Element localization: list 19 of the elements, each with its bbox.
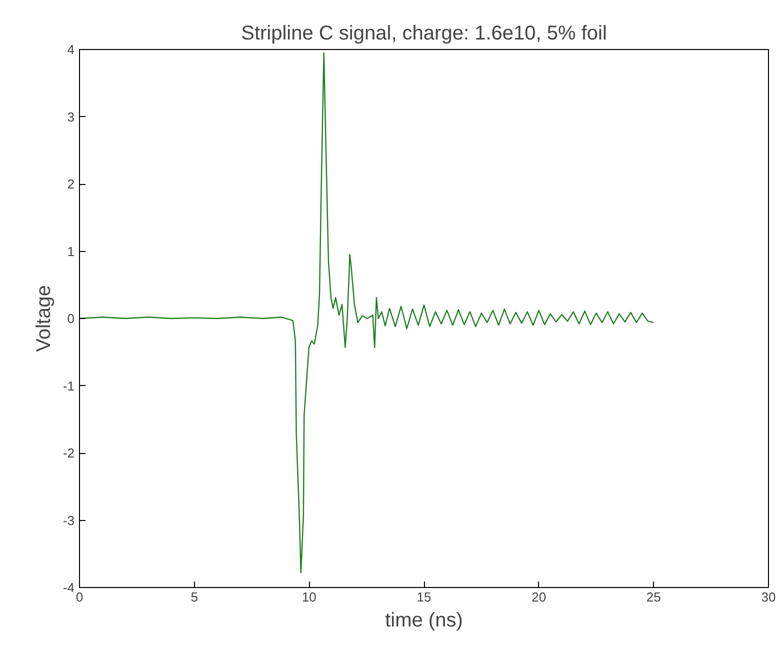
y-tick-label: 3: [67, 109, 75, 124]
y-tick-label: 0: [67, 311, 75, 326]
y-tick-label: 4: [67, 42, 75, 57]
y-tick-label: 1: [67, 244, 75, 259]
x-tick-label: 15: [416, 590, 432, 604]
x-axis-title: time (ns): [385, 610, 463, 632]
chart-title: Stripline C signal, charge: 1.6e10, 5% foil: [241, 22, 607, 44]
y-tick-label: 2: [67, 176, 75, 192]
x-tick-label: 25: [646, 590, 661, 604]
y-tick-label: -3: [62, 512, 75, 528]
y-tick-label: -1: [62, 378, 75, 394]
x-tick-label: 30: [761, 590, 776, 604]
x-tick-label: 20: [532, 590, 546, 604]
y-tick-label: -4: [62, 580, 75, 595]
x-tick-label: 5: [190, 590, 198, 604]
y-axis-title: Voltage: [32, 285, 55, 352]
y-tick-label: -2: [62, 446, 75, 460]
x-tick-label: 10: [302, 590, 316, 604]
line-series: [80, 52, 654, 574]
